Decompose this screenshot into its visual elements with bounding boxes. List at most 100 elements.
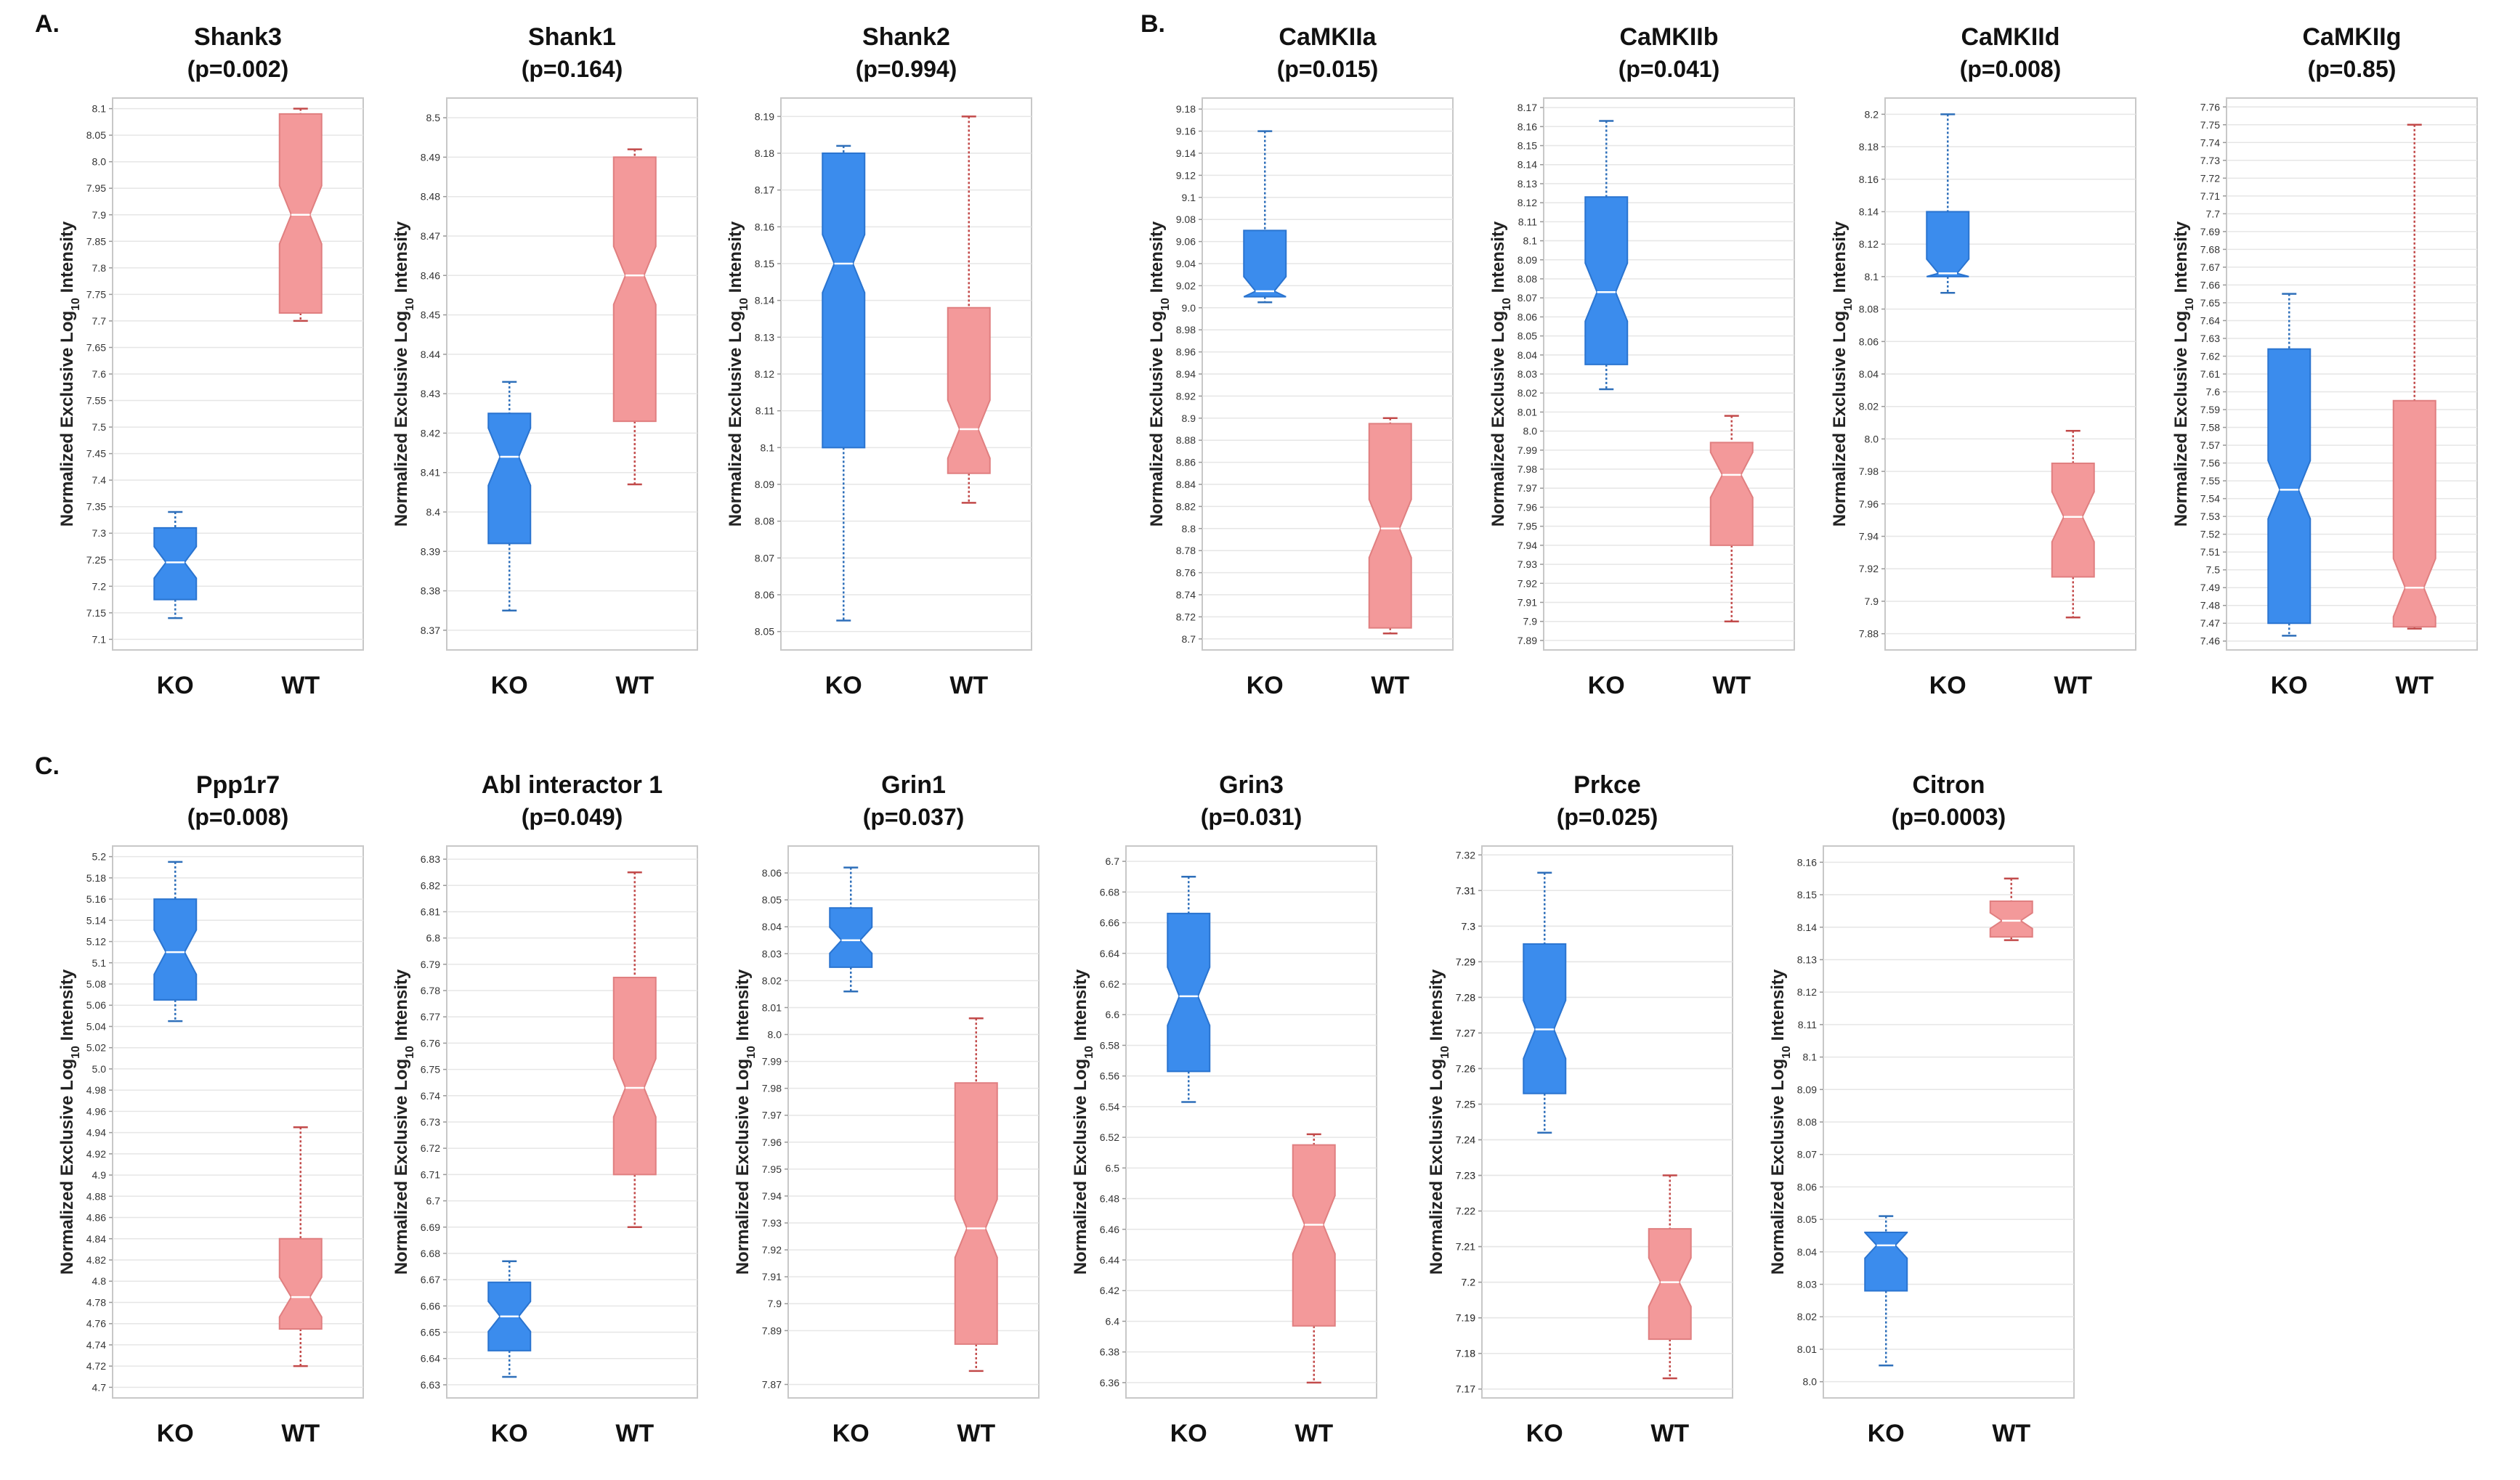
x-tick-label-wt: WT (281, 672, 320, 699)
y-tick-label: 7.69 (2200, 226, 2220, 237)
y-tick-label: 7.99 (1518, 444, 1537, 456)
y-tick-label: 8.0 (1523, 426, 1538, 437)
y-tick-label: 7.28 (1456, 991, 1475, 1003)
x-tick-label-wt: WT (957, 1420, 995, 1447)
y-axis-label: Normalized Exclusive Log10 Intensity (1147, 221, 1172, 526)
y-tick-label: 8.92 (1176, 390, 1196, 402)
y-axis-label: Normalized Exclusive Log10 Intensity (726, 221, 750, 526)
x-tick-label-ko: KO (832, 1420, 870, 1447)
x-tick-label-wt: WT (1371, 672, 1409, 699)
y-tick-label: 5.06 (86, 999, 106, 1011)
box-wt (1709, 415, 1754, 622)
x-tick-label-ko: KO (1247, 672, 1284, 699)
chart-pvalue: (p=0.002) (187, 56, 289, 82)
y-tick-label: 8.05 (1518, 330, 1537, 342)
y-tick-label: 8.76 (1176, 567, 1196, 579)
boxplot-chart-abl-interactor-1: Abl interactor 1 (p=0.049) 6.63 6.64 6.65 6.6… (392, 771, 698, 1447)
y-tick-label: 6.78 (421, 985, 440, 996)
y-tick-label: 8.98 (1176, 324, 1196, 336)
plot-frame (112, 845, 364, 1399)
y-tick-label: 7.23 (1456, 1170, 1475, 1182)
y-tick-label: 8.46 (421, 269, 440, 281)
boxplot-chart-camkiia: CaMKIIa (p=0.015) 8.7 8.72 8.74 8.76 8.78 8.8 8.… (1147, 23, 1454, 699)
y-tick-label: 9.12 (1176, 169, 1196, 181)
y-axis-label: Normalized Exclusive Log10 Intensity (1830, 221, 1855, 526)
x-tick-label-ko: KO (1526, 1420, 1563, 1447)
y-tick-label: 4.8 (92, 1275, 107, 1287)
boxplot-chart-shank1: Shank1 (p=0.164) 8.37 8.38 8.39 8.4 8.41 8.42 8.… (392, 23, 698, 699)
y-tick-label: 7.67 (2200, 261, 2220, 273)
y-tick-label: 8.01 (762, 1001, 782, 1013)
y-tick-label: 9.1 (1182, 192, 1196, 203)
box-wt (278, 107, 323, 322)
box-body (1648, 1228, 1692, 1341)
y-tick-label: 6.7 (1106, 855, 1120, 867)
y-tick-label: 7.9 (1523, 616, 1538, 627)
y-tick-label: 4.96 (86, 1105, 106, 1117)
box-ko (1523, 871, 1567, 1134)
y-tick-label: 8.43 (421, 388, 440, 399)
y-tick-label: 6.64 (1100, 948, 1119, 959)
y-tick-label: 8.03 (1518, 368, 1537, 380)
y-tick-label: 7.19 (1456, 1312, 1475, 1324)
y-tick-label: 6.42 (1100, 1285, 1119, 1296)
y-tick-label: 5.02 (86, 1042, 106, 1054)
chart-pvalue: (p=0.008) (1960, 56, 2062, 82)
y-tick-label: 8.78 (1176, 545, 1196, 556)
y-axis-label: Normalized Exclusive Log10 Intensity (2171, 221, 2196, 526)
y-tick-label: 8.2 (1865, 108, 1879, 120)
y-tick-label: 7.91 (1518, 596, 1537, 608)
y-tick-label: 8.38 (421, 585, 440, 597)
y-tick-label: 7.66 (2200, 279, 2220, 290)
chart-title: Grin3 (1219, 771, 1284, 799)
chart-pvalue: (p=0.008) (187, 804, 289, 830)
y-tick-label: 7.96 (762, 1137, 782, 1148)
y-tick-label: 8.84 (1176, 479, 1196, 490)
y-tick-label: 7.87 (762, 1378, 782, 1390)
x-tick-label-wt: WT (1650, 1420, 1689, 1447)
y-tick-label: 4.7 (92, 1381, 107, 1393)
y-tick-label: 8.0 (768, 1029, 782, 1041)
box-wt (612, 871, 657, 1229)
y-tick-label: 6.56 (1100, 1070, 1119, 1082)
x-tick-label-wt: WT (949, 672, 988, 699)
x-tick-label-ko: KO (157, 1420, 194, 1447)
box-body (1709, 442, 1754, 546)
x-tick-label-ko: KO (491, 1420, 528, 1447)
y-tick-label: 6.82 (421, 879, 440, 891)
box-wt (278, 1126, 323, 1367)
y-tick-label: 8.01 (1797, 1343, 1817, 1355)
panel-label-c: C. (35, 752, 60, 780)
chart-pvalue: (p=0.041) (1618, 56, 1720, 82)
y-tick-label: 8.1 (1865, 271, 1879, 282)
y-tick-label: 6.44 (1100, 1254, 1119, 1266)
y-tick-label: 8.06 (1797, 1181, 1817, 1192)
box-ko (487, 381, 532, 611)
y-tick-label: 8.1 (1803, 1052, 1818, 1063)
y-tick-label: 8.96 (1176, 346, 1196, 358)
y-tick-label: 7.94 (762, 1190, 782, 1202)
y-tick-label: 7.35 (86, 501, 106, 513)
boxplot-chart-shank2: Shank2 (p=0.994) 8.05 8.06 8.07 8.08 8.09 8.1 8.… (726, 23, 1032, 699)
y-tick-label: 7.91 (762, 1271, 782, 1282)
chart-title: Shank2 (862, 23, 950, 51)
box-body (1926, 211, 1970, 277)
chart-pvalue: (p=0.0003) (1892, 804, 2006, 830)
y-tick-label: 8.08 (1518, 273, 1537, 285)
y-tick-label: 7.7 (92, 315, 107, 327)
y-tick-label: 7.55 (86, 395, 106, 407)
y-tick-label: 8.15 (1797, 889, 1817, 900)
y-tick-label: 6.63 (421, 1379, 440, 1391)
y-tick-label: 7.25 (86, 554, 106, 566)
x-tick-label-wt: WT (2395, 672, 2434, 699)
y-tick-label: 6.66 (421, 1300, 440, 1312)
y-tick-label: 7.57 (2200, 439, 2220, 451)
box-wt (1989, 877, 2033, 941)
y-tick-label: 7.7 (2206, 208, 2221, 219)
box-ko (1926, 113, 1970, 294)
y-tick-label: 7.17 (1456, 1383, 1475, 1395)
y-tick-label: 8.09 (1518, 254, 1537, 266)
y-tick-label: 7.9 (768, 1298, 782, 1309)
y-tick-label: 7.95 (86, 182, 106, 194)
y-tick-label: 7.15 (86, 607, 106, 619)
